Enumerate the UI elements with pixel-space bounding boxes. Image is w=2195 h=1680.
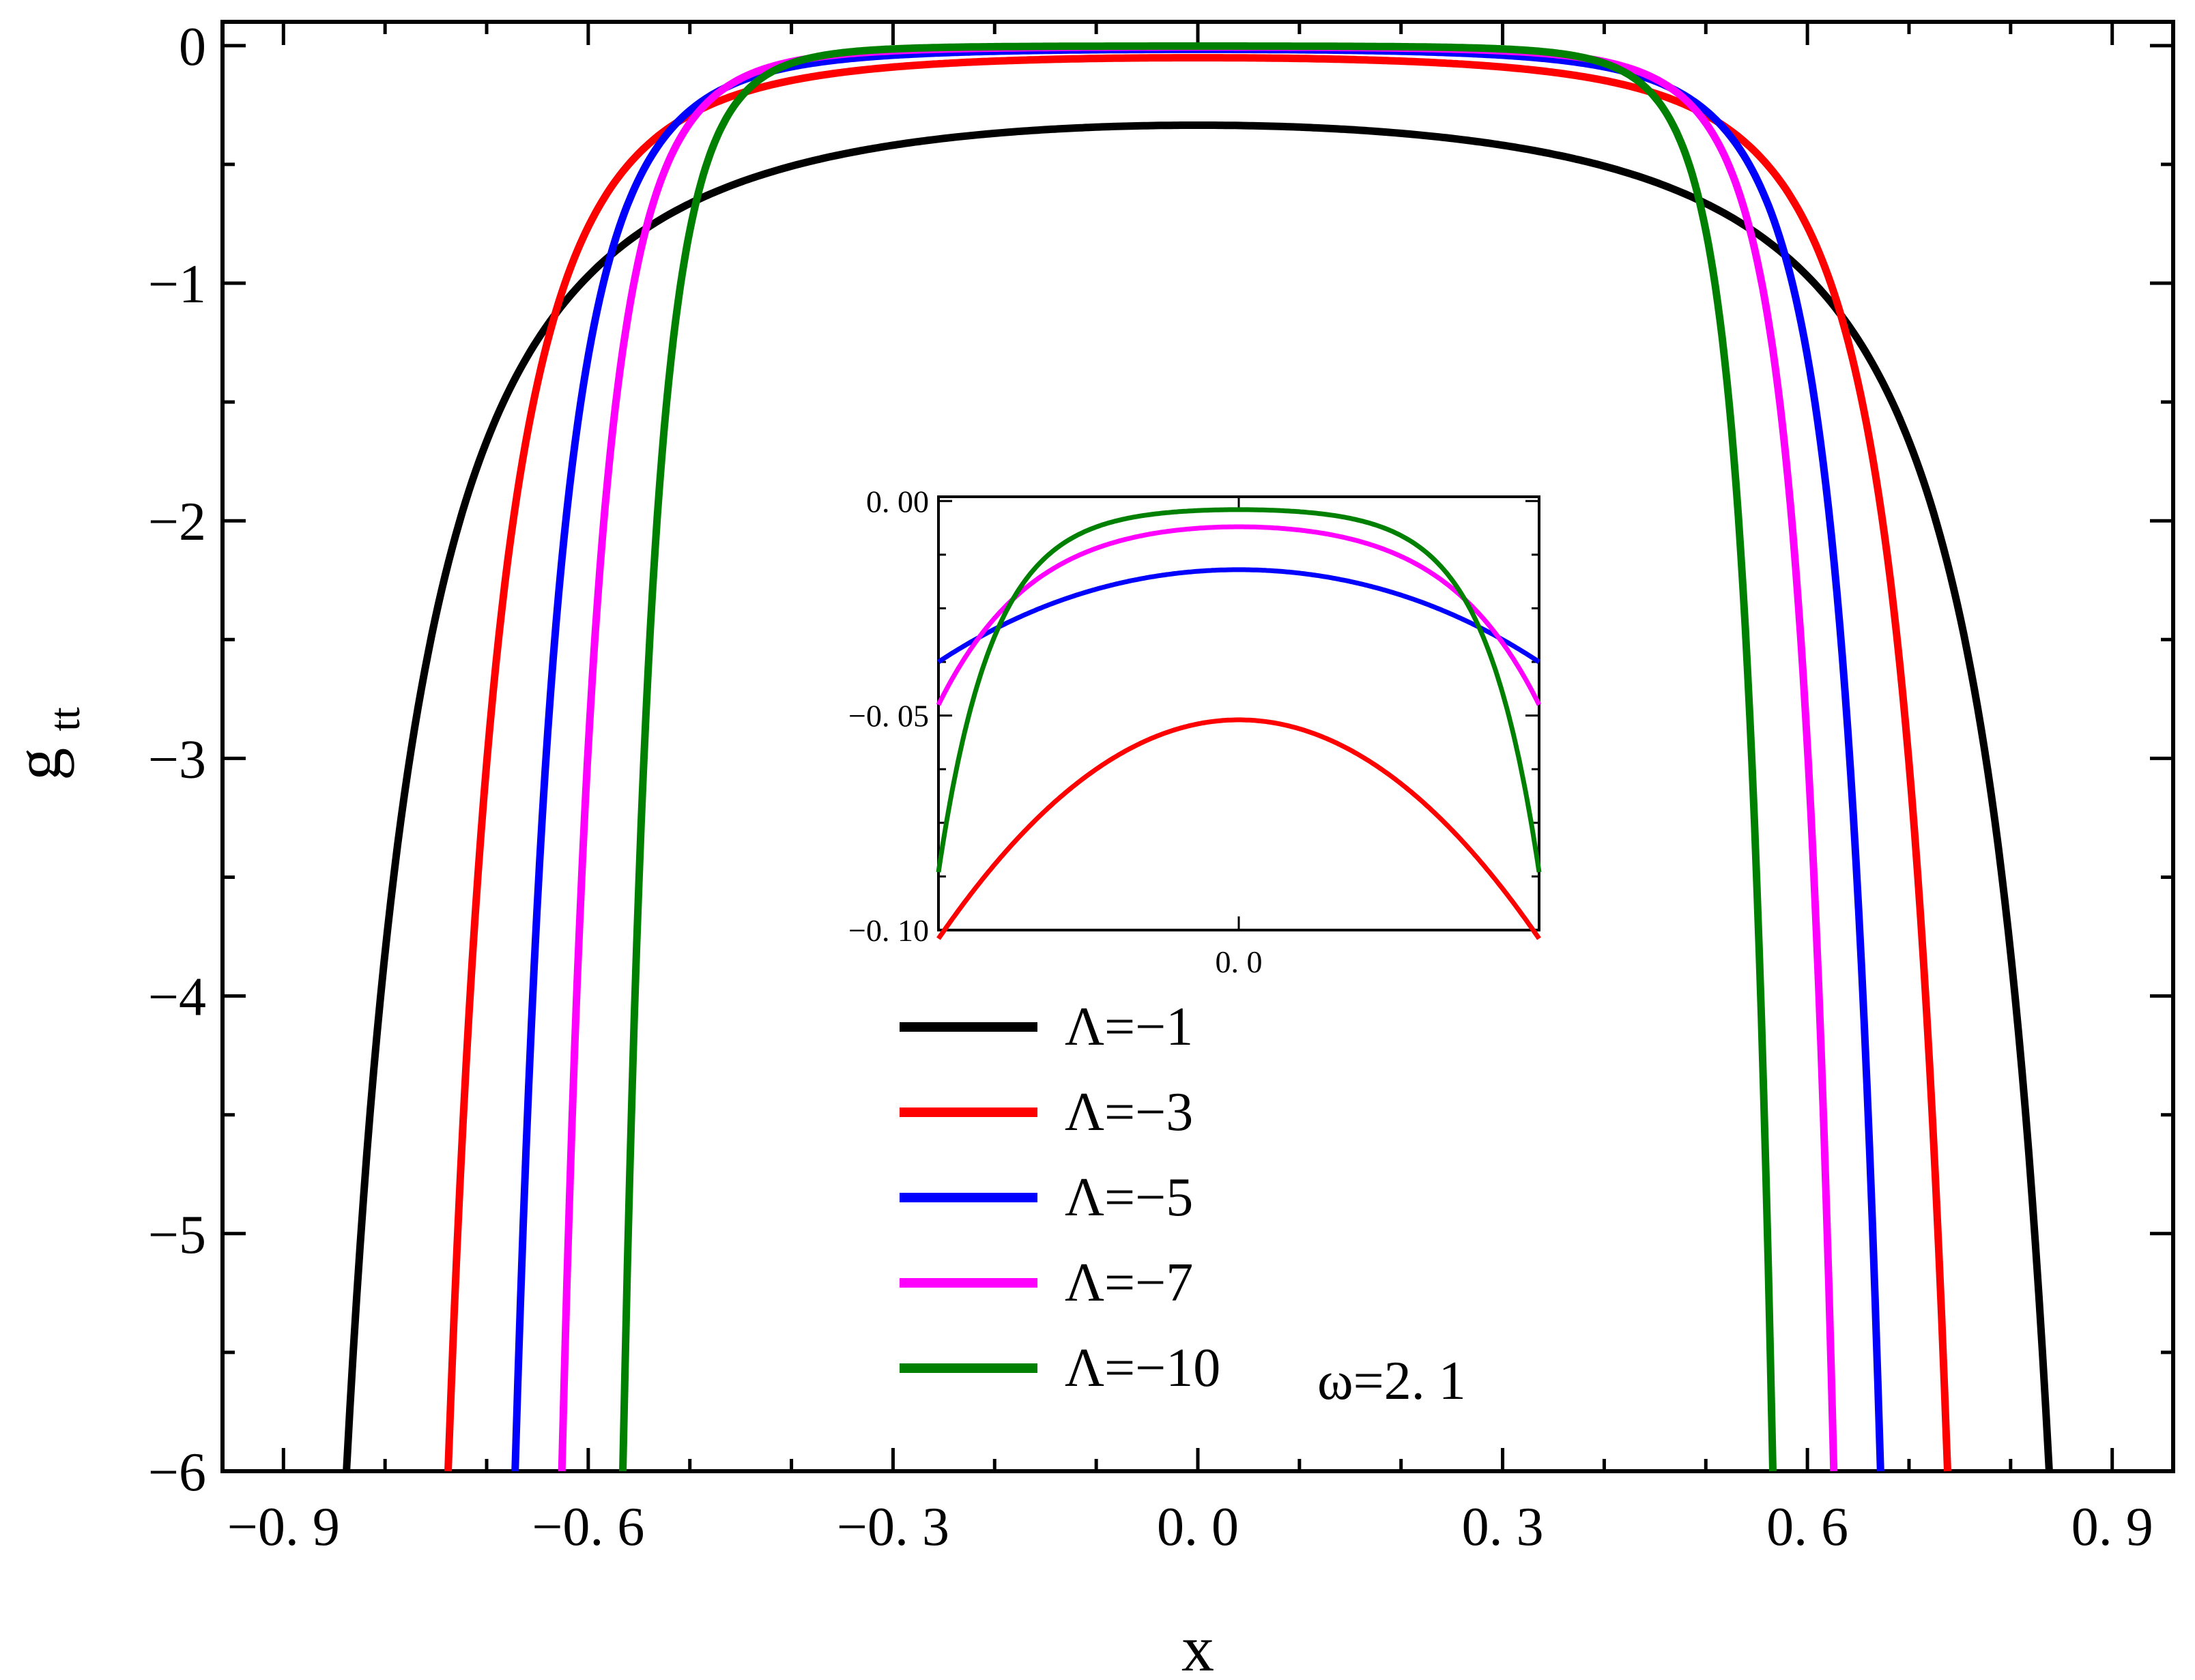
- y-tick-label: −4: [148, 968, 206, 1028]
- y-tick-label: −1: [148, 255, 206, 315]
- inset-x-tick-label: 0. 0: [1216, 944, 1263, 979]
- inset-series-line: [936, 507, 1542, 873]
- y-tick-label: −5: [148, 1205, 206, 1265]
- series-line: [343, 121, 2053, 1472]
- inset-y-tick-label: −0. 05: [848, 699, 929, 734]
- x-tick-label: −0. 3: [837, 1497, 949, 1557]
- y-tick-label: −2: [148, 492, 206, 552]
- svg-text:g tt: g tt: [1, 707, 89, 781]
- inset-series-line: [937, 567, 1540, 664]
- inset-y-tick-label: −0. 10: [848, 913, 929, 948]
- inset-series-line: [936, 524, 1542, 706]
- x-tick-label: 0. 9: [2071, 1497, 2153, 1557]
- x-tick-label: 0. 3: [1462, 1497, 1544, 1557]
- y-axis-label-main: g: [1, 748, 74, 781]
- x-tick-label: −0. 6: [532, 1497, 644, 1557]
- y-tick-label: −3: [148, 729, 206, 790]
- y-tick-label: 0: [179, 17, 206, 77]
- inset-series-line: [936, 717, 1541, 940]
- legend-label: Λ=−1: [1065, 997, 1193, 1057]
- x-tick-label: −0. 9: [227, 1497, 340, 1557]
- legend: Λ=−1 Λ=−3 Λ=−5 Λ=−7 Λ=−10: [900, 997, 1220, 1398]
- x-axis-label: x: [1181, 1612, 1214, 1680]
- y-tick-label: −6: [148, 1443, 206, 1503]
- y-axis-label-sub: tt: [40, 707, 89, 732]
- y-axis-label: g tt: [1, 707, 89, 781]
- inset-y-tick-label: 0. 00: [866, 484, 929, 519]
- inset-frame: [937, 495, 1540, 931]
- omega-annotation: ω=2. 1: [1317, 1351, 1466, 1411]
- legend-label: Λ=−3: [1065, 1082, 1193, 1142]
- legend-label: Λ=−10: [1065, 1338, 1220, 1398]
- legend-label: Λ=−5: [1065, 1168, 1193, 1228]
- series-line: [619, 42, 1777, 1472]
- legend-label: Λ=−7: [1065, 1253, 1193, 1313]
- inset-plot: 0. 00 −0. 05 −0. 10 0. 0: [848, 484, 1542, 979]
- x-tick-label: 0. 0: [1157, 1497, 1239, 1557]
- x-tick-label: 0. 6: [1766, 1497, 1848, 1557]
